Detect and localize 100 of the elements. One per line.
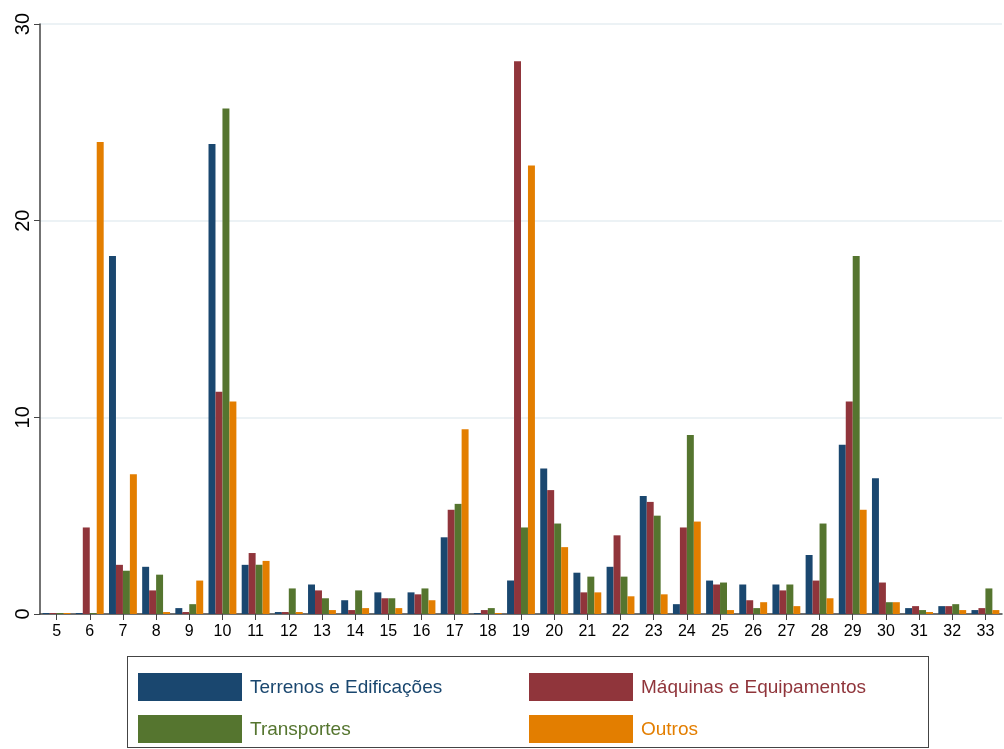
bar (587, 576, 595, 614)
bar (838, 444, 846, 614)
bar (421, 588, 429, 614)
bar (919, 610, 927, 614)
x-tick-label: 32 (943, 621, 962, 639)
bar (713, 584, 721, 614)
bar (660, 594, 668, 614)
x-tick-label: 17 (445, 621, 464, 639)
bar (793, 606, 801, 614)
x-tick-label: 30 (877, 621, 895, 639)
bar (407, 592, 415, 614)
bar (362, 608, 370, 614)
x-tick-label: 8 (151, 621, 161, 639)
bar (971, 610, 979, 614)
x-tick-label: 22 (611, 621, 630, 639)
x-tick-label: 10 (213, 621, 232, 639)
x-tick-label: 27 (777, 621, 796, 639)
bar (341, 600, 349, 614)
bar (760, 602, 768, 614)
x-tick-label: 7 (118, 621, 128, 639)
x-tick-label: 18 (478, 621, 497, 639)
x-tick-label: 23 (644, 621, 663, 639)
bar (222, 108, 230, 614)
bar (507, 580, 515, 614)
bar (693, 521, 701, 614)
bar (447, 509, 455, 614)
bar (959, 610, 967, 614)
y-tick-label: 10 (11, 406, 33, 429)
bar (885, 602, 893, 614)
bar (540, 468, 548, 614)
bar (945, 606, 953, 614)
bar (739, 584, 747, 614)
bar (892, 602, 900, 614)
x-tick-label: 13 (313, 621, 331, 639)
x-tick-label: 16 (412, 621, 431, 639)
bar (720, 582, 727, 614)
bar (580, 592, 588, 614)
bar (374, 592, 382, 614)
bar (992, 610, 1000, 614)
bar (262, 560, 270, 614)
text: Outros (641, 718, 699, 740)
bar (454, 503, 462, 614)
bar (381, 598, 389, 614)
bar (606, 566, 614, 614)
bar (241, 564, 249, 614)
y-tick-label: 20 (11, 209, 33, 232)
x-tick-label: 20 (545, 621, 564, 639)
x-tick-label: 24 (677, 621, 696, 639)
bar (686, 435, 694, 614)
bar (646, 501, 654, 614)
bar (812, 580, 820, 614)
bar (96, 142, 104, 614)
text: Transportes (250, 718, 351, 740)
bar (175, 608, 183, 614)
bar (248, 553, 256, 614)
x-tick-label: 19 (512, 621, 530, 639)
bar (805, 555, 813, 614)
bar (561, 547, 569, 614)
bar (952, 604, 960, 614)
bar (521, 527, 528, 614)
bar (229, 401, 237, 614)
bar (480, 610, 488, 614)
bar (627, 596, 635, 614)
bar (189, 604, 197, 614)
bar (985, 588, 993, 614)
bar (547, 490, 555, 614)
bar (845, 401, 853, 614)
bar (819, 523, 827, 614)
bar (878, 582, 886, 614)
bar (355, 590, 363, 614)
x-tick-label: 6 (85, 621, 95, 639)
bar (912, 606, 920, 614)
bar (115, 564, 123, 614)
y-tick-label: 0 (11, 608, 33, 620)
text: Terrenos e Edificações (250, 676, 443, 698)
bar (328, 610, 336, 614)
bar (461, 429, 469, 614)
bar (388, 598, 396, 614)
bar (852, 256, 860, 614)
bar (122, 570, 130, 614)
bar (255, 564, 263, 614)
x-tick-label: 25 (711, 621, 730, 639)
bar (395, 608, 403, 614)
bar (672, 604, 680, 614)
bar (440, 537, 448, 614)
bar (594, 592, 602, 614)
bar (156, 574, 164, 614)
x-tick-label: 29 (843, 621, 862, 639)
x-tick-label: 5 (52, 621, 62, 639)
text: Máquinas e Equipamentos (641, 676, 866, 698)
bar (978, 608, 986, 614)
bar (613, 535, 621, 614)
bar (706, 580, 714, 614)
bar (428, 600, 436, 614)
bar (753, 608, 761, 614)
bar (109, 256, 116, 614)
x-tick-label: 33 (976, 621, 995, 639)
bar (554, 523, 562, 614)
bar (905, 608, 913, 614)
x-tick-label: 21 (578, 621, 597, 639)
